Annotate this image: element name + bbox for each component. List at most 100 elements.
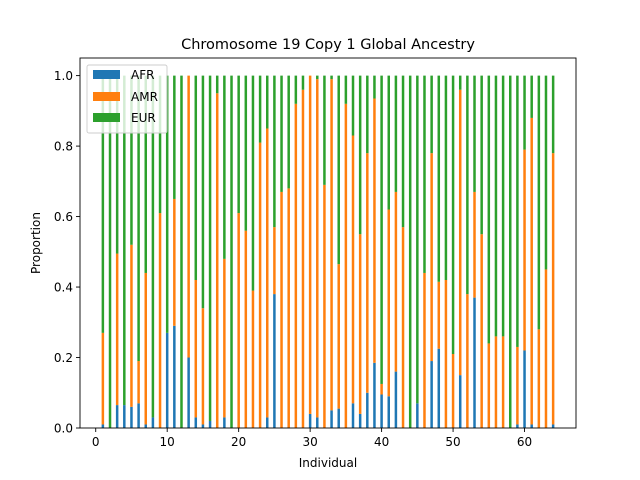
bar-amr-57 <box>501 336 505 428</box>
bar-amr-34 <box>337 264 340 409</box>
bars-layer <box>101 75 555 429</box>
bar-eur-12 <box>180 75 183 429</box>
bar-amr-61 <box>530 117 533 425</box>
x-tick-label: 60 <box>517 435 532 449</box>
bar-eur-49 <box>444 75 448 281</box>
bar-afr-45 <box>416 403 419 428</box>
bar-eur-55 <box>487 75 491 344</box>
bar-amr-60 <box>523 149 526 351</box>
bar-eur-33 <box>330 75 333 80</box>
bar-eur-43 <box>401 75 405 228</box>
bar-eur-16 <box>208 75 212 421</box>
bar-eur-39 <box>373 75 376 99</box>
bar-amr-21 <box>244 230 248 428</box>
bar-afr-11 <box>173 325 176 428</box>
bar-afr-10 <box>165 332 169 428</box>
bar-amr-47 <box>430 153 433 362</box>
legend-swatch-afr <box>93 70 120 79</box>
bar-eur-28 <box>294 75 298 104</box>
y-tick-label: 0.4 <box>54 280 73 294</box>
bar-afr-47 <box>430 361 433 428</box>
bar-afr-34 <box>337 408 340 428</box>
bar-amr-40 <box>380 383 383 395</box>
bar-afr-51 <box>458 375 462 428</box>
bar-eur-26 <box>280 75 283 192</box>
bar-amr-26 <box>280 191 283 428</box>
legend-label-amr: AMR <box>131 90 158 104</box>
bar-eur-32 <box>323 75 326 185</box>
bar-amr-25 <box>273 227 276 295</box>
bar-amr-36 <box>351 135 355 404</box>
y-axis-label: Proportion <box>29 212 43 274</box>
legend-label-afr: AFR <box>131 68 154 82</box>
bar-afr-36 <box>351 403 355 428</box>
bar-eur-64 <box>551 75 555 154</box>
bar-eur-59 <box>516 75 519 347</box>
bar-eur-54 <box>480 75 483 235</box>
bar-amr-55 <box>487 343 491 428</box>
bar-eur-45 <box>416 75 419 404</box>
bar-eur-4 <box>123 75 126 406</box>
bar-eur-44 <box>408 75 412 429</box>
bar-afr-24 <box>266 417 269 428</box>
bar-afr-48 <box>437 348 441 428</box>
legend: AFR AMR EUR <box>86 64 168 134</box>
bar-eur-8 <box>151 75 155 418</box>
bar-afr-64 <box>551 424 555 428</box>
bar-eur-36 <box>351 75 355 136</box>
bar-amr-24 <box>266 128 269 418</box>
bar-eur-51 <box>458 75 462 90</box>
bar-eur-20 <box>237 75 240 214</box>
bar-amr-64 <box>551 153 555 425</box>
bar-eur-18 <box>223 75 226 259</box>
bar-eur-14 <box>194 75 198 281</box>
bar-amr-28 <box>294 103 298 428</box>
bar-amr-17 <box>215 93 219 429</box>
bar-eur-23 <box>258 75 262 143</box>
bar-eur-48 <box>437 75 441 282</box>
bar-eur-2 <box>108 75 112 429</box>
plot-frame <box>79 57 577 429</box>
bar-afr-53 <box>473 297 476 428</box>
bar-amr-41 <box>387 209 390 397</box>
bar-amr-30 <box>308 75 312 414</box>
bar-amr-14 <box>194 280 198 418</box>
bar-amr-33 <box>330 79 333 411</box>
bar-amr-5 <box>130 244 133 407</box>
bar-afr-14 <box>194 417 198 428</box>
x-tick-label: 10 <box>160 435 175 449</box>
bar-eur-62 <box>537 75 541 330</box>
bar-amr-20 <box>237 213 240 428</box>
x-axis-ticks: 0 10 20 30 40 50 60 <box>92 428 532 449</box>
x-axis-label: Individual <box>299 456 357 470</box>
x-tick-label: 30 <box>302 435 317 449</box>
bar-eur-10 <box>165 75 169 333</box>
bar-eur-21 <box>244 75 248 231</box>
bar-afr-61 <box>530 424 533 428</box>
x-tick-label: 50 <box>445 435 460 449</box>
y-tick-label: 0.2 <box>54 351 73 365</box>
bar-eur-63 <box>544 75 548 270</box>
bar-afr-1 <box>101 424 105 428</box>
bar-amr-63 <box>544 269 548 428</box>
legend-label-eur: EUR <box>131 111 156 125</box>
bar-afr-40 <box>380 394 383 428</box>
bar-amr-22 <box>251 290 255 428</box>
bar-amr-48 <box>437 281 441 349</box>
bar-eur-38 <box>366 75 369 154</box>
bar-amr-54 <box>480 234 483 428</box>
bar-amr-51 <box>458 89 462 376</box>
bar-afr-33 <box>330 410 333 428</box>
bar-eur-17 <box>215 75 219 94</box>
legend-swatch-amr <box>93 92 120 101</box>
bar-afr-25 <box>273 294 276 428</box>
bar-afr-13 <box>187 357 190 428</box>
bar-eur-34 <box>337 75 340 265</box>
bar-amr-52 <box>466 294 469 428</box>
bar-amr-18 <box>223 258 226 418</box>
bar-eur-58 <box>509 75 512 429</box>
bar-eur-46 <box>423 75 426 273</box>
bar-afr-37 <box>358 413 362 428</box>
y-tick-label: 0.0 <box>54 421 73 435</box>
